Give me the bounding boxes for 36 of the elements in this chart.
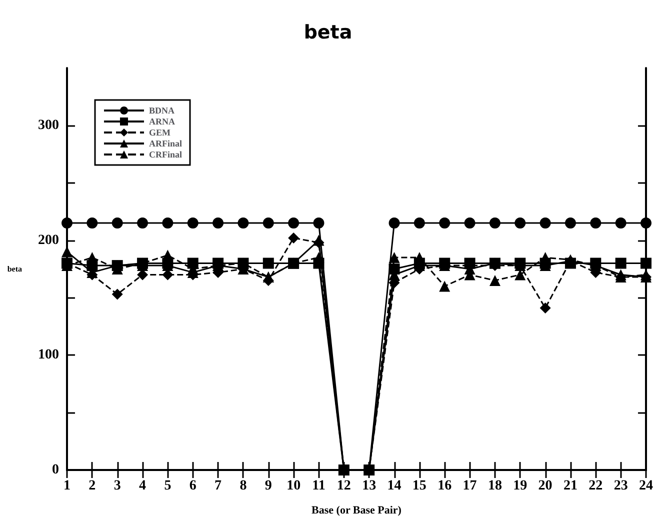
chart-title: beta: [304, 22, 352, 44]
x-tick-label: 1: [64, 478, 70, 494]
x-tick-label: 9: [264, 478, 272, 494]
x-tick-label: 14: [387, 478, 402, 494]
x-tick-label: 20: [538, 478, 552, 494]
legend-label: ARNA: [149, 116, 176, 126]
x-tick-label: 12: [336, 478, 351, 494]
x-tick-label: 10: [286, 478, 301, 494]
y-axis-title: beta: [7, 264, 22, 274]
x-tick-label: 11: [312, 478, 326, 494]
x-tick-label: 13: [362, 478, 376, 494]
legend-label: GEM: [149, 128, 172, 138]
x-tick-label: 6: [189, 478, 196, 494]
x-tick-label: 22: [588, 478, 603, 494]
x-tick-label: 8: [240, 478, 247, 494]
x-tick-label: 5: [164, 478, 172, 494]
x-tick-label: 3: [114, 478, 121, 494]
x-tick-label: 16: [438, 478, 452, 494]
x-tick-label: 2: [88, 478, 96, 494]
y-tick-label: 0: [52, 462, 59, 478]
x-tick-label: 17: [462, 478, 477, 494]
legend-label: ARFinal: [149, 138, 182, 148]
legend-label: CRFinal: [149, 150, 182, 160]
x-tick-label: 23: [614, 478, 628, 494]
x-tick-label: 24: [639, 478, 653, 494]
y-tick-label: 300: [38, 118, 59, 133]
x-tick-label: 18: [488, 478, 502, 494]
x-tick-label: 15: [412, 478, 426, 494]
x-tick-label: 4: [139, 478, 146, 494]
x-tick-label: 19: [513, 478, 528, 494]
y-tick-label: 200: [38, 232, 59, 248]
x-tick-label: 7: [214, 478, 222, 494]
legend-label: BDNA: [149, 106, 175, 116]
x-axis-title: Base (or Base Pair): [312, 504, 402, 516]
y-tick-label: 100: [38, 348, 59, 363]
x-tick-label: 21: [563, 478, 578, 494]
